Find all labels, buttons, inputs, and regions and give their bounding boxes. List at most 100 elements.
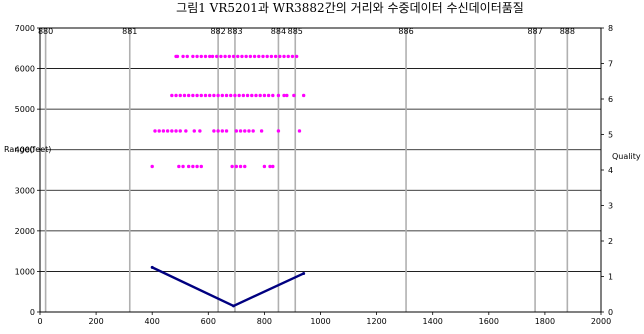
marker-label-881: 881 [122,27,137,36]
quality-point [199,54,203,59]
quality-point [203,93,208,98]
quality-point [212,93,216,98]
quality-point [251,129,255,133]
quality-point [178,93,182,98]
quality-point [198,129,202,133]
quality-point [165,129,170,133]
plot-frame [39,27,602,313]
quality-point [240,54,244,59]
marker-label-885: 885 [288,27,303,36]
y-left-tick-label: 2000 [15,227,35,236]
quality-point [227,54,232,59]
quality-point [269,54,274,59]
quality-point [245,93,250,98]
quality-point [177,164,181,169]
quality-point [237,93,241,98]
quality-point [223,54,227,59]
quality-point [238,164,243,169]
x-tick-label: 2000 [591,317,611,326]
marker-label-883: 883 [227,27,242,36]
quality-point [276,93,281,98]
quality-point [182,93,187,98]
quality-point [184,129,188,133]
y-right-tick-label: 3 [608,202,613,211]
x-tick-label: 400 [145,317,160,326]
quality-point [195,93,199,98]
quality-point [254,93,258,98]
quality-point [234,164,239,169]
data-layer [150,54,306,308]
quality-point [219,54,223,59]
quality-point [266,93,271,98]
quality-point [181,54,185,59]
range-point [232,304,236,308]
y-right-tick-label: 2 [608,237,613,246]
range-point [302,271,306,275]
y-left-tick-label: 5000 [15,105,35,114]
quality-point [301,93,306,98]
grid-layer [40,68,601,272]
quality-point [170,129,174,133]
quality-point [244,54,248,59]
y-axis-left-label: Range(feet) [4,145,51,154]
quality-point [285,93,289,98]
quality-point [220,93,225,98]
marker-label-884: 884 [271,27,286,36]
y-right-tick-label: 0 [608,308,613,317]
x-tick-label: 600 [201,317,216,326]
quality-point [195,54,199,59]
quality-point [212,129,216,133]
quality-point [238,129,243,133]
quality-point [259,129,264,133]
y-right-tick-label: 6 [608,95,613,104]
marker-label-882: 882 [210,27,225,36]
chart-title: 그림1 VR5201과 WR3882간의 거리와 수중데이터 수신데이터품질 [176,1,524,15]
quality-point [170,93,174,98]
quality-point [271,164,275,169]
y-right-tick-label: 8 [608,24,613,33]
y-right-tick-label: 1 [608,273,613,282]
quality-point [243,129,247,133]
quality-point [247,129,251,133]
quality-point [258,93,262,98]
quality-point [174,129,178,133]
quality-point [290,54,295,59]
quality-point [191,93,195,98]
quality-point [216,93,220,98]
marker-label-887: 887 [527,27,542,36]
quality-point [215,54,219,59]
quality-point [234,129,239,133]
x-tick-label: 1200 [366,317,386,326]
y-axis-right-label: Quality [612,152,641,161]
quality-point [191,164,195,169]
marker-label-886: 886 [398,27,413,36]
marker-label-888: 888 [560,27,575,36]
quality-point [268,164,272,169]
quality-point [161,129,166,133]
quality-point [294,54,299,59]
quality-point [297,129,302,133]
x-tick-label: 1000 [310,317,330,326]
quality-point [257,54,261,59]
y-left-tick-label: 0 [30,308,35,317]
quality-point [191,54,195,59]
quality-point [220,129,225,133]
quality-point [181,164,185,169]
quality-point [231,54,236,59]
quality-point [262,93,267,98]
quality-point [208,93,212,98]
quality-point [192,129,196,133]
quality-point [278,54,282,59]
quality-point [282,93,286,98]
quality-point [175,54,180,59]
quality-point [252,54,257,59]
quality-point [208,54,212,59]
quality-point [230,164,234,169]
quality-point [241,93,246,98]
y-right-tick-label: 4 [608,166,613,175]
quality-point [265,54,269,59]
quality-point [273,54,278,59]
quality-point [157,129,161,133]
